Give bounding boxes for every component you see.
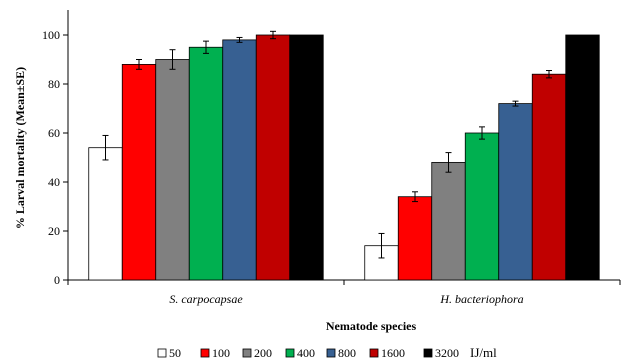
y-axis-title: % Larval mortality (Mean±SE)	[13, 67, 27, 229]
error-bar	[412, 191, 418, 203]
error-bar	[203, 40, 209, 54]
error-bar	[546, 70, 552, 79]
legend-item-800: 800	[326, 346, 356, 360]
error-bar	[512, 100, 519, 107]
legend-label: 800	[338, 346, 356, 360]
legend-item-100: 100	[200, 346, 230, 360]
y-tick-label: 60	[48, 126, 60, 140]
legend-label: 100	[212, 346, 230, 360]
legend-item-3200: 3200	[423, 346, 459, 360]
bar-3200-h-bacteriophora	[565, 34, 600, 281]
error-bar	[102, 134, 109, 161]
x-axis-title: Nematode species	[326, 319, 417, 333]
x-axis: S. carpocapsae H. bacteriophora	[67, 279, 621, 306]
bar-800-s-carpocapsae	[222, 39, 257, 281]
bar-100-s-carpocapsae	[121, 64, 157, 281]
bar-400-s-carpocapsae	[188, 46, 224, 281]
legend-swatch	[157, 348, 167, 358]
y-tick-label: 100	[42, 28, 60, 42]
bar-1600-s-carpocapsae	[255, 34, 291, 281]
legend: 50 100 200 400 800 1600 3200	[157, 346, 459, 360]
y-axis: 0 20 40 60 80 100	[42, 10, 69, 287]
y-tick-label: 80	[48, 77, 60, 91]
legend-swatch	[200, 348, 210, 358]
legend-item-200: 200	[242, 346, 272, 360]
y-tick-label: 0	[54, 273, 60, 287]
legend-swatch	[369, 348, 379, 358]
bar-1600-h-bacteriophora	[531, 73, 567, 281]
bar-200-h-bacteriophora	[431, 161, 466, 281]
x-category-label: S. carpocapsae	[169, 292, 243, 306]
x-category-label: H. bacteriophora	[439, 292, 523, 306]
legend-item-1600: 1600	[369, 346, 405, 360]
bar-50-s-carpocapsae	[88, 147, 123, 281]
legend-label: 400	[297, 346, 315, 360]
error-bar	[236, 36, 243, 43]
bar-400-h-bacteriophora	[464, 132, 500, 281]
legend-swatch	[285, 348, 295, 358]
legend-item-400: 400	[285, 346, 315, 360]
legend-swatch	[423, 348, 433, 358]
bar-200-s-carpocapsae	[155, 59, 190, 281]
legend-label: 200	[254, 346, 272, 360]
legend-item-50: 50	[157, 346, 181, 360]
error-bars	[102, 30, 552, 259]
legend-label: 3200	[435, 346, 459, 360]
y-tick-label: 20	[48, 224, 60, 238]
legend-unit-label: IJ/ml	[470, 345, 497, 360]
error-bar	[445, 152, 452, 173]
legend-label: 50	[169, 346, 181, 360]
bar-3200-s-carpocapsae	[289, 34, 324, 281]
error-bar	[479, 126, 485, 140]
bar-800-h-bacteriophora	[498, 103, 533, 281]
legend-swatch	[326, 348, 336, 358]
error-bar	[378, 232, 385, 259]
error-bar	[136, 59, 142, 70]
y-tick-label: 40	[48, 175, 60, 189]
bar-100-h-bacteriophora	[397, 196, 433, 281]
legend-label: 1600	[381, 346, 405, 360]
error-bar	[169, 49, 176, 70]
legend-swatch	[242, 348, 252, 358]
error-bar	[270, 30, 276, 40]
bars	[88, 34, 600, 281]
